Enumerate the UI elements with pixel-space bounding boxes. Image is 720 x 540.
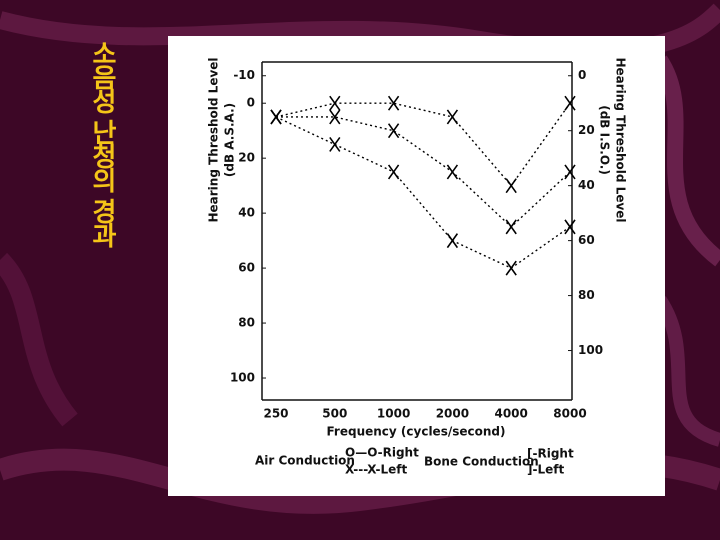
y2-tick-label: 0 <box>578 68 586 82</box>
slide-title: 소음성 난청의 경과 <box>87 40 117 247</box>
legend-text: ]-Left <box>527 463 564 477</box>
x-marker <box>446 233 459 249</box>
series-line <box>275 116 571 269</box>
legend-text: Bone Conduction <box>424 455 539 469</box>
y-tick-label: 100 <box>230 371 255 385</box>
legend-text: [-Right <box>527 447 574 461</box>
y-tick-label: 80 <box>238 316 255 330</box>
legend-text: Air Conduction <box>255 454 355 468</box>
x-tick-label: 1000 <box>377 407 410 421</box>
y-tick-label: 20 <box>238 151 255 165</box>
x-tick-label: 4000 <box>494 407 527 421</box>
y2-tick-label: 60 <box>578 233 595 247</box>
x-marker <box>446 109 459 125</box>
x-marker <box>270 109 282 125</box>
x-marker <box>564 219 576 235</box>
x-marker <box>329 136 341 152</box>
y2-tick-label: 80 <box>578 288 595 302</box>
legend-text: O—O-Right <box>345 446 419 460</box>
x-marker <box>505 219 517 235</box>
y-axis-label: Hearing Threshold Level <box>207 57 221 222</box>
x-marker <box>329 109 341 125</box>
y-tick-label: 40 <box>238 206 255 220</box>
x-marker <box>329 95 341 111</box>
x-tick-label: 2000 <box>436 407 469 421</box>
y2-tick-label: 40 <box>578 178 595 192</box>
x-tick-label: 250 <box>263 407 288 421</box>
legend-text: X---X-Left <box>345 463 407 477</box>
y-tick-label: -10 <box>233 68 255 82</box>
x-marker <box>505 178 517 194</box>
series-line <box>275 102 571 187</box>
x-marker <box>446 164 459 180</box>
x-marker <box>564 164 576 180</box>
series-line <box>276 116 571 228</box>
x-tick-label: 500 <box>322 407 347 421</box>
y2-tick-label: 100 <box>578 343 603 357</box>
y-tick-label: 60 <box>238 261 255 275</box>
x-marker <box>387 164 400 180</box>
y-axis-label: (dB A.S.A.) <box>223 103 237 177</box>
x-tick-label: 8000 <box>553 407 586 421</box>
y2-axis-label: (dB I.S.O.) <box>598 105 612 175</box>
x-marker <box>387 95 400 111</box>
y2-axis-label: Hearing Threshold Level <box>614 57 628 222</box>
x-marker <box>564 95 576 111</box>
y2-tick-label: 20 <box>578 123 595 137</box>
y-tick-label: 0 <box>247 96 255 110</box>
x-marker <box>505 260 517 276</box>
x-marker <box>387 123 400 139</box>
x-axis-label: Frequency (cycles/second) <box>327 425 506 439</box>
